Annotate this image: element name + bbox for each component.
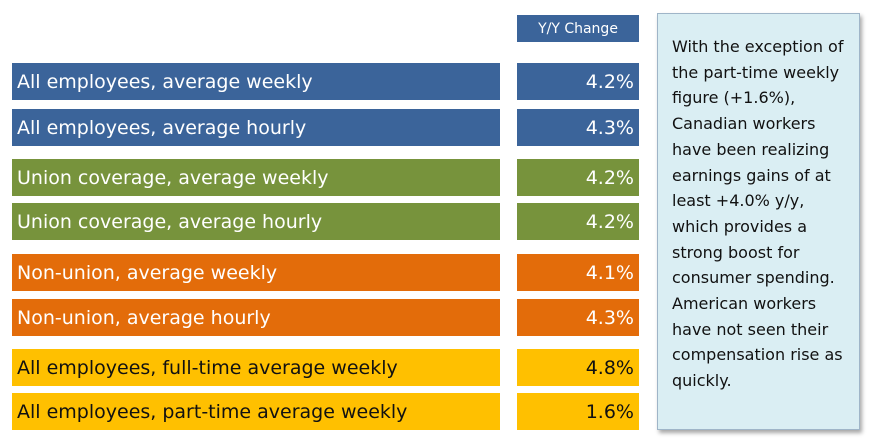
row-value: 4.2% [517,203,639,240]
row-value: 4.3% [517,299,639,336]
row-label: All employees, average hourly [12,109,500,146]
row-value: 4.3% [517,109,639,146]
row-label: All employees, part-time average weekly [12,393,500,430]
commentary-box: With the exception of the part-time week… [657,13,860,430]
row-value: 1.6% [517,393,639,430]
row-value: 4.8% [517,349,639,386]
row-label: Union coverage, average weekly [12,159,500,196]
row-value: 4.2% [517,63,639,100]
row-label: Non-union, average hourly [12,299,500,336]
row-value: 4.1% [517,254,639,291]
row-label: Union coverage, average hourly [12,203,500,240]
row-value: 4.2% [517,159,639,196]
column-header: Y/Y Change [517,15,639,42]
row-label: Non-union, average weekly [12,254,500,291]
row-label: All employees, full-time average weekly [12,349,500,386]
row-label: All employees, average weekly [12,63,500,100]
